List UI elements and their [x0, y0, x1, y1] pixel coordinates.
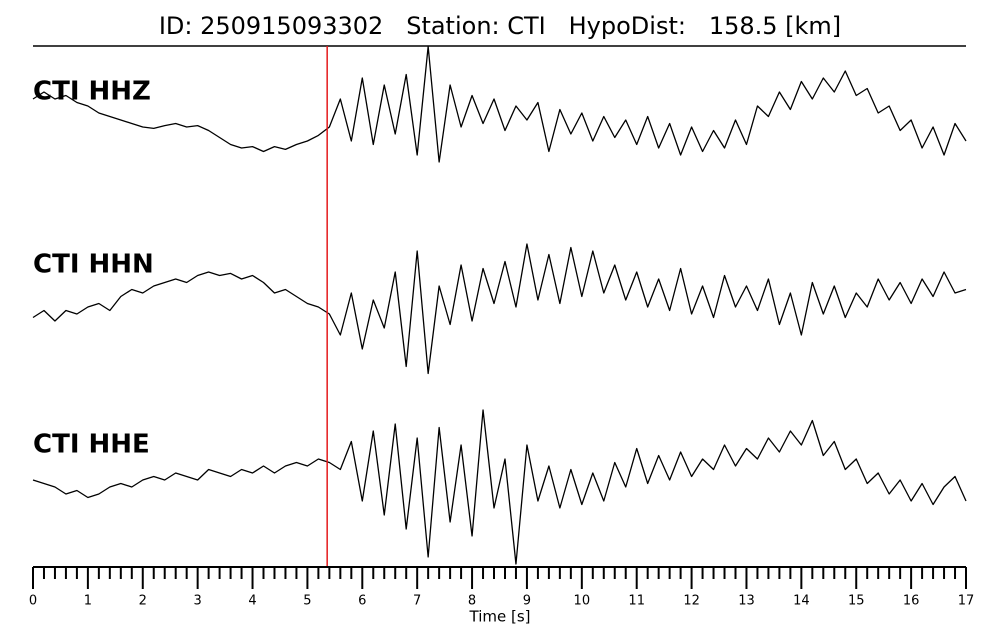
x-tick-label: 0: [29, 594, 37, 609]
trace-label: CTI HHE: [33, 430, 150, 460]
x-tick-label: 4: [248, 594, 256, 609]
x-tick-label: 8: [468, 594, 476, 609]
trace-label: CTI HHZ: [33, 77, 151, 107]
x-tick-label: 6: [358, 594, 366, 609]
x-tick-label: 17: [958, 594, 975, 609]
x-tick-label: 15: [848, 594, 865, 609]
x-tick-label: 3: [194, 594, 202, 609]
x-tick-label: 9: [523, 594, 531, 609]
chart-title: ID: 250915093302 Station: CTI HypoDist: …: [159, 12, 841, 40]
x-tick-label: 5: [303, 594, 311, 609]
x-tick-label: 12: [683, 594, 700, 609]
trace: [32, 409, 967, 565]
trace-label: CTI HHN: [33, 250, 154, 280]
x-tick-label: 14: [793, 594, 810, 609]
trace: [32, 243, 967, 375]
trace: [32, 45, 967, 163]
x-tick-label: 10: [574, 594, 591, 609]
x-tick-label: 11: [628, 594, 645, 609]
x-tick-label: 2: [139, 594, 147, 609]
x-tick-label: 16: [903, 594, 920, 609]
x-tick-label: 1: [84, 594, 92, 609]
x-tick-label: 7: [413, 594, 421, 609]
x-axis-label: Time [s]: [469, 608, 531, 626]
x-tick-label: 13: [738, 594, 755, 609]
